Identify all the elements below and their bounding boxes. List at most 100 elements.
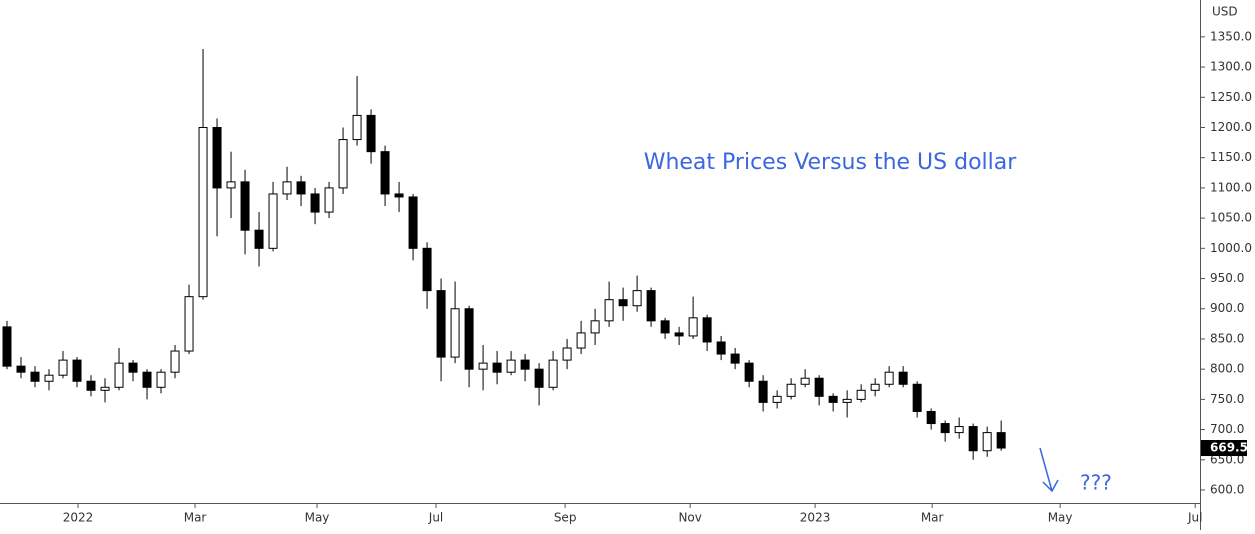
x-tick-label: Jul	[1187, 511, 1202, 525]
x-tick-label: 2022	[63, 511, 94, 525]
y-axis-unit: USD	[1212, 5, 1238, 19]
x-tick-label: 2023	[800, 511, 831, 525]
candle-body	[996, 432, 1006, 449]
candle-body	[72, 359, 82, 382]
candle-body	[688, 317, 698, 337]
candle-body	[282, 181, 292, 195]
x-tick-label: May	[305, 511, 330, 525]
x-tick-label: Jul	[428, 511, 443, 525]
x-tick-label: Mar	[184, 511, 207, 525]
y-tick-label: 850.0	[1210, 331, 1244, 345]
y-tick-label: 1050.0	[1210, 211, 1252, 225]
last-price-tag	[1201, 440, 1247, 457]
candle-body	[576, 332, 586, 349]
candle-body	[926, 410, 936, 425]
candle-body	[380, 151, 390, 195]
candle-body	[30, 371, 40, 382]
candle-body	[660, 320, 670, 334]
candle-body	[394, 193, 404, 198]
candle-body	[492, 362, 502, 373]
candle-body	[716, 341, 726, 355]
candle-body	[506, 359, 516, 373]
candle-body	[618, 299, 628, 307]
candle-body	[352, 114, 362, 141]
candle-body	[464, 308, 474, 370]
candle-body	[548, 359, 558, 388]
y-tick-label: 1250.0	[1210, 90, 1252, 104]
candle-body	[912, 383, 922, 412]
chart-title: Wheat Prices Versus the US dollar	[644, 150, 1018, 175]
candle-body	[478, 362, 488, 370]
candle-body	[870, 383, 880, 391]
y-tick-label: 700.0	[1210, 422, 1244, 436]
candle-body	[408, 196, 418, 249]
candle-body	[968, 426, 978, 452]
last-price-label: 669.5	[1210, 441, 1248, 455]
candle-body	[898, 371, 908, 385]
candle-body	[954, 426, 964, 434]
candle-body	[422, 247, 432, 292]
y-tick-label: 900.0	[1210, 301, 1244, 315]
x-tick-label: Sep	[554, 511, 577, 525]
candle-body	[212, 126, 222, 189]
y-tick-label: 1100.0	[1210, 180, 1252, 194]
candle-body	[338, 139, 348, 189]
candle-body	[884, 371, 894, 385]
candle-body	[16, 365, 26, 373]
candle-body	[2, 326, 12, 367]
y-tick-label: 1200.0	[1210, 120, 1252, 134]
candle-body	[534, 368, 544, 388]
candle-body	[128, 362, 138, 373]
candle-body	[940, 423, 950, 434]
candle-body	[198, 126, 208, 298]
candle-body	[58, 359, 68, 376]
candle-body	[44, 374, 54, 382]
annotation: ???	[1080, 471, 1112, 495]
candle-body	[240, 181, 250, 231]
candle-body	[814, 377, 824, 397]
candle-body	[842, 398, 852, 403]
candle-body	[86, 380, 96, 391]
candle-body	[100, 386, 110, 391]
candle-body	[744, 362, 754, 382]
x-tick-label: Mar	[921, 511, 944, 525]
y-tick-label: 1150.0	[1210, 150, 1252, 164]
y-tick-label: 750.0	[1210, 392, 1244, 406]
y-tick-label: 1350.0	[1210, 29, 1252, 43]
candle-body	[702, 317, 712, 343]
candle-body	[730, 353, 740, 364]
y-tick-label: 800.0	[1210, 362, 1244, 376]
candle-body	[184, 296, 194, 352]
candle-body	[520, 359, 530, 370]
candle-body	[590, 320, 600, 334]
candle-body	[604, 299, 614, 322]
candle-body	[296, 181, 306, 195]
candle-body	[758, 380, 768, 403]
y-tick-label: 950.0	[1210, 271, 1244, 285]
candle-body	[786, 383, 796, 397]
candle-body	[632, 290, 642, 307]
candle-body	[436, 290, 446, 358]
candle-body	[450, 308, 460, 358]
candle-body	[156, 371, 166, 388]
candle-body	[226, 181, 236, 189]
candle-body	[800, 377, 810, 385]
candle-body	[324, 187, 334, 213]
candle-body	[674, 332, 684, 337]
candle-body	[828, 395, 838, 403]
y-tick-label: 1000.0	[1210, 241, 1252, 255]
y-tick-label: 600.0	[1210, 483, 1244, 497]
candle-body	[254, 229, 264, 249]
candle-body	[366, 114, 376, 153]
x-tick-label: Nov	[678, 511, 701, 525]
candle-body	[982, 432, 992, 452]
arrow	[1039, 447, 1059, 493]
candle-body	[114, 362, 124, 388]
candle-body	[142, 371, 152, 388]
candle-body	[268, 193, 278, 249]
candle-body	[310, 193, 320, 213]
candle-body	[772, 395, 782, 403]
candle-body	[170, 350, 180, 373]
